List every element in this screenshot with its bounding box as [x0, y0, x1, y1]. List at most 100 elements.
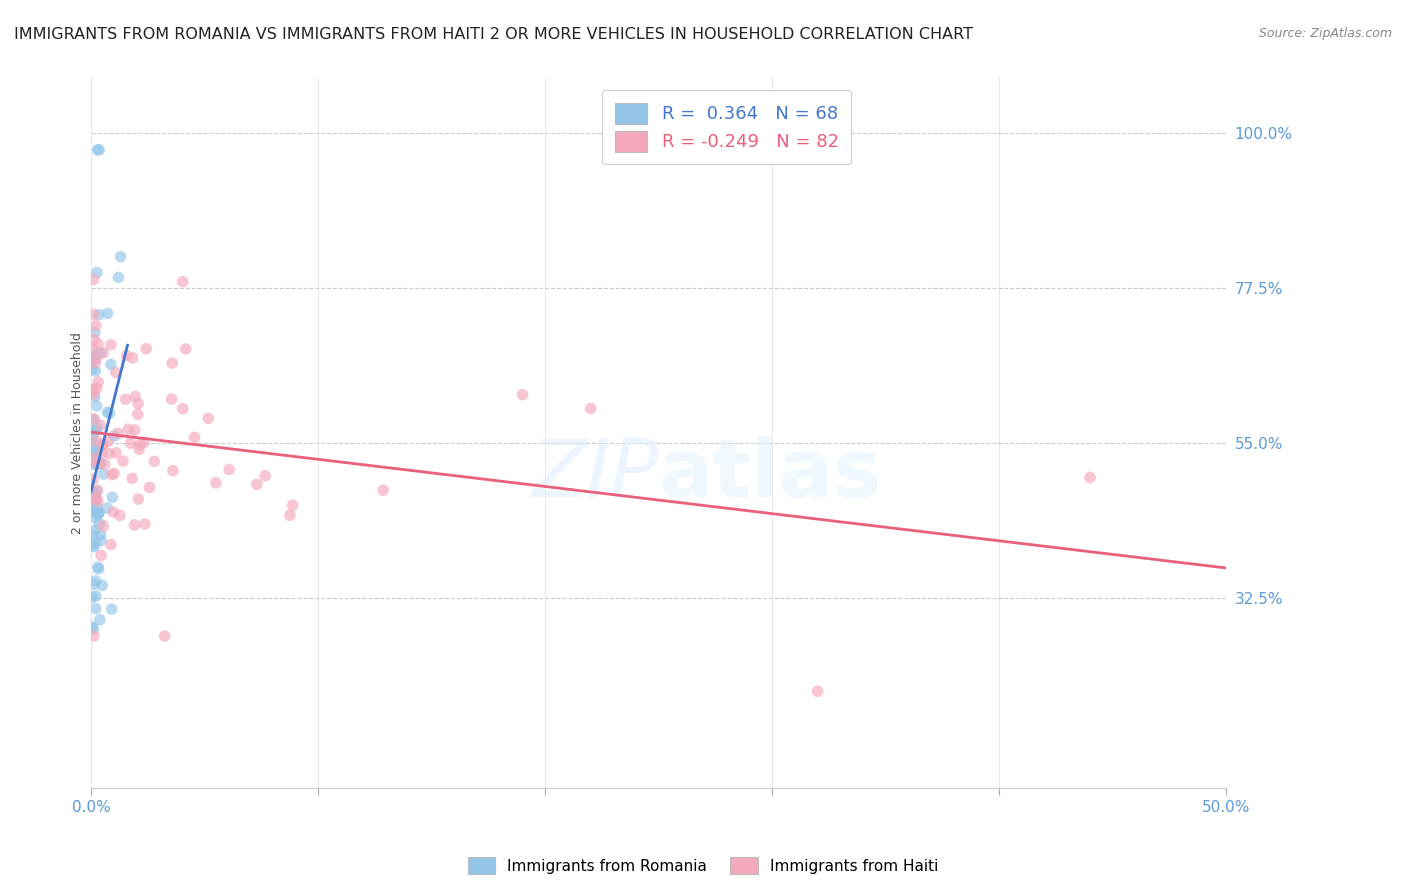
- Point: [246, 477, 269, 491]
- Point: [86, 381, 108, 395]
- Point: [115, 349, 138, 363]
- Point: [162, 356, 184, 370]
- Point: [90, 527, 112, 541]
- Point: [82, 362, 104, 376]
- Point: [84, 458, 107, 472]
- Point: [127, 407, 149, 421]
- Point: [82, 528, 104, 542]
- Point: [83, 272, 105, 286]
- Point: [124, 389, 146, 403]
- Point: [89, 613, 111, 627]
- Point: [91, 519, 114, 533]
- Point: [87, 494, 110, 508]
- Point: [84, 434, 107, 448]
- Point: [83, 457, 105, 471]
- Point: [82, 472, 104, 486]
- Point: [100, 338, 122, 352]
- Point: [94, 458, 117, 472]
- Point: [96, 405, 118, 419]
- Point: [84, 318, 107, 333]
- Point: [83, 495, 105, 509]
- Text: ZIP: ZIP: [531, 436, 659, 514]
- Point: [84, 535, 107, 549]
- Point: [84, 505, 107, 519]
- Point: [96, 306, 118, 320]
- Point: [111, 454, 134, 468]
- Point: [86, 351, 108, 366]
- Point: [84, 589, 107, 603]
- Point: [82, 620, 104, 634]
- Point: [86, 421, 108, 435]
- Point: [107, 270, 129, 285]
- Point: [83, 629, 105, 643]
- Point: [84, 491, 107, 506]
- Point: [183, 430, 205, 444]
- Point: [89, 456, 111, 470]
- Point: [132, 435, 155, 450]
- Point: [83, 411, 105, 425]
- Point: [89, 346, 111, 360]
- Point: [197, 411, 219, 425]
- Point: [86, 455, 108, 469]
- Point: [82, 430, 104, 444]
- Point: [108, 508, 131, 523]
- Legend: R =  0.364   N = 68, R = -0.249   N = 82: R = 0.364 N = 68, R = -0.249 N = 82: [602, 90, 852, 164]
- Point: [110, 250, 132, 264]
- Point: [174, 342, 197, 356]
- Point: [89, 143, 111, 157]
- Point: [83, 390, 105, 404]
- Point: [105, 446, 128, 460]
- Point: [82, 413, 104, 427]
- Text: atlas: atlas: [659, 436, 882, 514]
- Point: [281, 498, 304, 512]
- Point: [87, 562, 110, 576]
- Point: [117, 422, 139, 436]
- Point: [84, 523, 107, 537]
- Point: [100, 602, 122, 616]
- Point: [121, 351, 143, 365]
- Point: [101, 490, 124, 504]
- Y-axis label: 2 or more Vehicles in Household: 2 or more Vehicles in Household: [72, 332, 84, 533]
- Point: [162, 464, 184, 478]
- Point: [127, 492, 149, 507]
- Point: [82, 387, 104, 401]
- Point: [82, 590, 104, 604]
- Point: [86, 266, 108, 280]
- Point: [205, 475, 228, 490]
- Point: [86, 143, 108, 157]
- Point: [103, 467, 125, 481]
- Point: [254, 469, 277, 483]
- Point: [160, 392, 183, 406]
- Point: [129, 438, 152, 452]
- Point: [82, 446, 104, 460]
- Point: [87, 560, 110, 574]
- Point: [83, 486, 105, 500]
- Point: [82, 451, 104, 466]
- Point: [84, 451, 107, 466]
- Point: [82, 435, 104, 450]
- Point: [91, 345, 114, 359]
- Point: [90, 549, 112, 563]
- Point: [84, 424, 107, 438]
- Point: [91, 446, 114, 460]
- Text: Source: ZipAtlas.com: Source: ZipAtlas.com: [1258, 27, 1392, 40]
- Point: [128, 442, 150, 457]
- Point: [143, 454, 166, 468]
- Point: [124, 517, 146, 532]
- Point: [82, 383, 104, 397]
- Point: [100, 467, 122, 482]
- Point: [87, 506, 110, 520]
- Point: [100, 538, 122, 552]
- Point: [82, 351, 104, 366]
- Point: [97, 446, 120, 460]
- Point: [86, 399, 108, 413]
- Point: [84, 424, 107, 438]
- Point: [91, 578, 114, 592]
- Point: [87, 507, 110, 521]
- Point: [84, 510, 107, 524]
- Point: [83, 348, 105, 362]
- Point: [103, 505, 125, 519]
- Point: [87, 375, 110, 389]
- Point: [83, 540, 105, 554]
- Point: [84, 364, 107, 378]
